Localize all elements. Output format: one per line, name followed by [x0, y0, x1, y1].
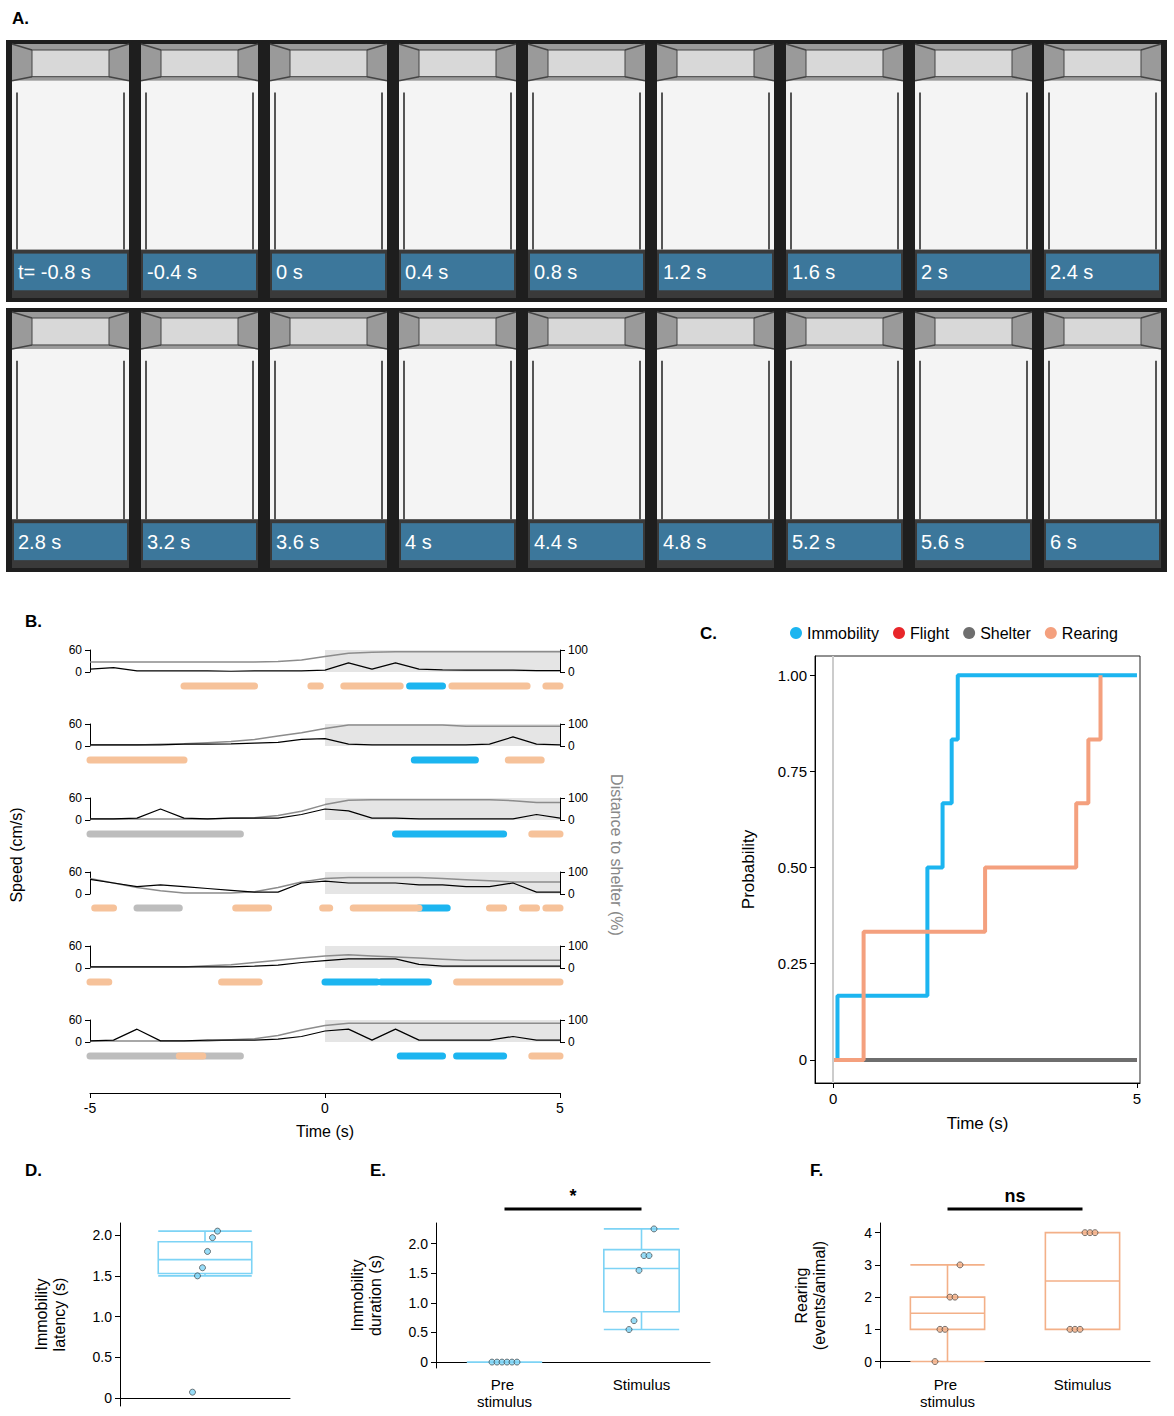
svg-text:Time (s): Time (s) [947, 1114, 1009, 1133]
svg-text:2.4 s: 2.4 s [1050, 261, 1093, 283]
svg-text:0: 0 [568, 739, 575, 753]
svg-text:5: 5 [1133, 1090, 1141, 1107]
svg-text:0.50: 0.50 [778, 859, 807, 876]
svg-text:4: 4 [864, 1225, 872, 1241]
svg-text:*: * [569, 1186, 576, 1206]
svg-text:0: 0 [799, 1051, 807, 1068]
svg-text:1.6 s: 1.6 s [792, 261, 835, 283]
svg-text:60: 60 [69, 865, 83, 879]
svg-text:60: 60 [69, 643, 83, 657]
svg-text:2.0: 2.0 [409, 1236, 429, 1252]
svg-text:1.2 s: 1.2 s [663, 261, 706, 283]
svg-text:C.: C. [700, 624, 717, 643]
svg-text:2 s: 2 s [921, 261, 948, 283]
svg-text:100: 100 [568, 1013, 588, 1027]
svg-text:0: 0 [75, 961, 82, 975]
svg-text:1.0: 1.0 [93, 1309, 113, 1325]
svg-text:0: 0 [75, 665, 82, 679]
svg-text:1.5: 1.5 [93, 1268, 113, 1284]
svg-text:Rearing: Rearing [793, 1267, 810, 1323]
svg-text:latency (s): latency (s) [51, 1278, 68, 1352]
svg-text:(events/animal): (events/animal) [811, 1241, 828, 1350]
svg-text:1.5: 1.5 [409, 1265, 429, 1281]
svg-text:5.6 s: 5.6 s [921, 531, 964, 553]
svg-text:100: 100 [568, 939, 588, 953]
svg-text:Pre: Pre [934, 1376, 962, 1393]
svg-text:100: 100 [568, 643, 588, 657]
svg-text:F.: F. [810, 1161, 823, 1180]
svg-text:0: 0 [568, 813, 575, 827]
svg-text:60: 60 [69, 939, 83, 953]
svg-text:Immobility: Immobility [33, 1278, 50, 1350]
svg-text:Immobility: Immobility [349, 1259, 366, 1331]
svg-text:0: 0 [75, 1035, 82, 1049]
svg-text:Flight: Flight [910, 625, 950, 642]
svg-text:0: 0 [75, 813, 82, 827]
svg-text:1.0: 1.0 [409, 1295, 429, 1311]
svg-text:Stimulus: Stimulus [1054, 1376, 1112, 1393]
svg-text:-5: -5 [84, 1100, 97, 1116]
svg-text:0: 0 [568, 1035, 575, 1049]
svg-text:0: 0 [864, 1354, 872, 1370]
svg-text:1.00: 1.00 [778, 667, 807, 684]
svg-text:0.5: 0.5 [409, 1324, 429, 1340]
svg-text:0: 0 [829, 1090, 837, 1107]
svg-text:stimulus: stimulus [920, 1393, 975, 1410]
svg-text:0.25: 0.25 [778, 955, 807, 972]
svg-text:0: 0 [568, 887, 575, 901]
svg-text:100: 100 [568, 717, 588, 731]
svg-text:4.8 s: 4.8 s [663, 531, 706, 553]
svg-text:2.0: 2.0 [93, 1227, 113, 1243]
svg-text:0.8 s: 0.8 s [534, 261, 577, 283]
svg-text:0 s: 0 s [276, 261, 303, 283]
svg-text:5: 5 [556, 1100, 564, 1116]
svg-text:Probability: Probability [739, 829, 758, 909]
svg-text:duration (s): duration (s) [367, 1255, 384, 1336]
svg-text:60: 60 [69, 1013, 83, 1027]
svg-text:4 s: 4 s [405, 531, 432, 553]
svg-text:Distance to shelter (%): Distance to shelter (%) [608, 774, 625, 936]
svg-text:Stimulus: Stimulus [613, 1376, 671, 1393]
svg-text:ns: ns [1004, 1186, 1025, 1206]
svg-text:0: 0 [568, 961, 575, 975]
svg-text:E.: E. [370, 1161, 386, 1180]
svg-text:-0.4 s: -0.4 s [147, 261, 197, 283]
svg-text:4.4 s: 4.4 s [534, 531, 577, 553]
svg-text:60: 60 [69, 717, 83, 731]
svg-text:D.: D. [25, 1161, 42, 1180]
svg-text:A.: A. [12, 9, 29, 28]
svg-text:stimulus: stimulus [477, 1393, 532, 1410]
svg-text:0: 0 [321, 1100, 329, 1116]
svg-text:100: 100 [568, 865, 588, 879]
svg-text:B.: B. [25, 612, 42, 631]
svg-text:6 s: 6 s [1050, 531, 1077, 553]
svg-text:Time (s): Time (s) [296, 1123, 354, 1140]
svg-text:3: 3 [864, 1257, 872, 1273]
svg-text:100: 100 [568, 791, 588, 805]
svg-text:0: 0 [104, 1390, 112, 1406]
svg-text:Shelter: Shelter [980, 625, 1031, 642]
svg-text:Immobility: Immobility [807, 625, 879, 642]
svg-text:0.75: 0.75 [778, 763, 807, 780]
svg-text:1: 1 [864, 1321, 872, 1337]
svg-text:Pre: Pre [491, 1376, 519, 1393]
svg-text:0: 0 [568, 665, 575, 679]
svg-text:5.2 s: 5.2 s [792, 531, 835, 553]
svg-text:2.8 s: 2.8 s [18, 531, 61, 553]
svg-text:0.4 s: 0.4 s [405, 261, 448, 283]
svg-text:3.6 s: 3.6 s [276, 531, 319, 553]
svg-text:Speed (cm/s): Speed (cm/s) [8, 807, 25, 902]
svg-text:2: 2 [864, 1289, 872, 1305]
svg-text:60: 60 [69, 791, 83, 805]
svg-text:0: 0 [420, 1354, 428, 1370]
svg-text:0: 0 [75, 887, 82, 901]
svg-text:3.2 s: 3.2 s [147, 531, 190, 553]
svg-text:0: 0 [75, 739, 82, 753]
svg-text:t= -0.8 s: t= -0.8 s [18, 261, 91, 283]
svg-text:Rearing: Rearing [1062, 625, 1118, 642]
svg-text:0.5: 0.5 [93, 1349, 113, 1365]
